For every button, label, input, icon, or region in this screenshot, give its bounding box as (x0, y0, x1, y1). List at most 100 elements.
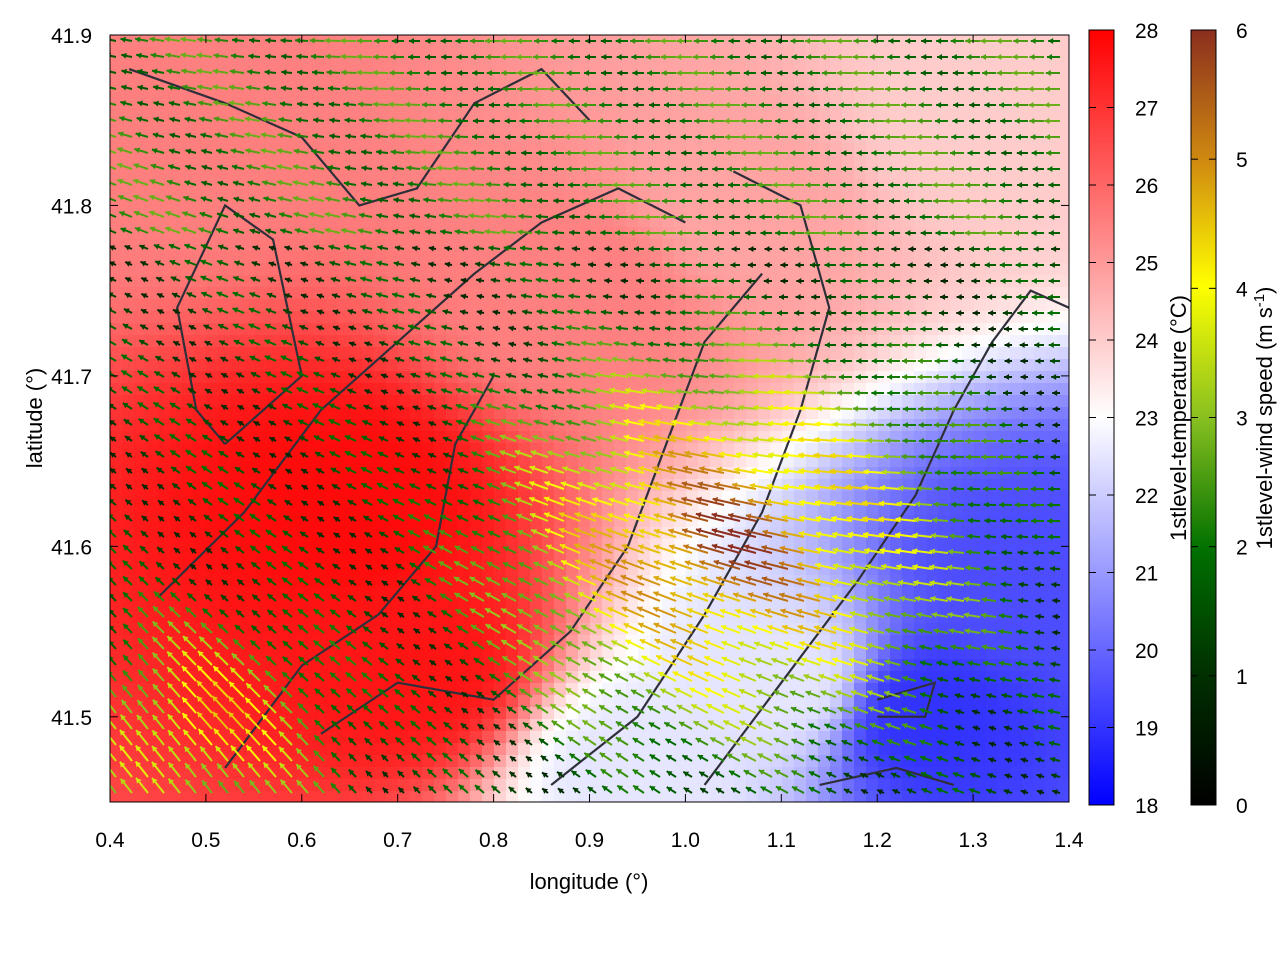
heat-cell (962, 155, 975, 168)
heat-cell (206, 191, 219, 204)
heat-cell (866, 299, 879, 312)
heat-cell (1010, 59, 1023, 72)
heat-cell (530, 155, 543, 168)
heat-cell (410, 203, 423, 216)
heat-cell (818, 155, 831, 168)
heat-cell (938, 491, 951, 504)
heat-cell (554, 743, 567, 756)
heat-cell (230, 599, 243, 612)
heat-cell (998, 107, 1011, 120)
heat-cell (1046, 59, 1059, 72)
heat-cell (158, 491, 171, 504)
heat-cell (194, 467, 207, 480)
heat-cell (230, 155, 243, 168)
heat-cell (914, 251, 927, 264)
heat-cell (302, 395, 315, 408)
heat-cell (242, 683, 255, 696)
heat-cell (794, 107, 807, 120)
heat-cell (146, 107, 159, 120)
heat-cell (230, 491, 243, 504)
heat-cell (866, 203, 879, 216)
heat-cell (470, 347, 483, 360)
heat-cell (302, 479, 315, 492)
heat-cell (242, 599, 255, 612)
heat-cell (122, 179, 135, 192)
heat-cell (374, 107, 387, 120)
heat-cell (998, 491, 1011, 504)
heat-cell (206, 59, 219, 72)
heat-cell (662, 743, 675, 756)
heat-cell (242, 251, 255, 264)
heat-cell (662, 647, 675, 660)
heat-cell (146, 743, 159, 756)
heat-cell (242, 575, 255, 588)
heat-cell (962, 251, 975, 264)
heat-cell (746, 203, 759, 216)
heat-cell (422, 251, 435, 264)
heat-cell (962, 683, 975, 696)
heat-cell (446, 515, 459, 528)
heat-cell (962, 443, 975, 456)
heat-cell (698, 395, 711, 408)
heat-cell (746, 299, 759, 312)
heat-cell (926, 719, 939, 732)
heat-cell (122, 455, 135, 468)
heat-cell (842, 695, 855, 708)
heat-cell (182, 647, 195, 660)
heat-cell (410, 287, 423, 300)
heat-cell (194, 455, 207, 468)
heat-cell (926, 59, 939, 72)
heat-cell (602, 155, 615, 168)
heat-cell (722, 203, 735, 216)
heat-cell (266, 407, 279, 420)
heat-cell (710, 107, 723, 120)
heat-cell (662, 59, 675, 72)
heat-cell (794, 299, 807, 312)
heat-cell (110, 263, 123, 276)
heat-cell (110, 371, 123, 384)
heat-cell (650, 563, 663, 576)
heat-cell (110, 767, 123, 780)
heat-cell (326, 407, 339, 420)
heat-cell (194, 659, 207, 672)
heat-cell (710, 251, 723, 264)
heat-cell (230, 251, 243, 264)
heat-cell (230, 503, 243, 516)
heat-cell (134, 503, 147, 516)
heat-cell (146, 695, 159, 708)
heat-cell (146, 671, 159, 684)
heat-cell (398, 551, 411, 564)
heat-cell (194, 395, 207, 408)
heat-cell (254, 251, 267, 264)
heat-cell (422, 599, 435, 612)
heat-cell (494, 503, 507, 516)
heat-cell (854, 155, 867, 168)
heat-cell (482, 719, 495, 732)
heat-cell (866, 251, 879, 264)
heat-cell (122, 707, 135, 720)
heat-cell (134, 263, 147, 276)
heat-cell (326, 551, 339, 564)
heat-cell (134, 119, 147, 132)
heat-cell (770, 251, 783, 264)
heat-cell (146, 407, 159, 420)
heat-cell (242, 611, 255, 624)
heat-cell (242, 551, 255, 564)
heat-cell (122, 359, 135, 372)
heat-cell (206, 575, 219, 588)
heat-cell (734, 767, 747, 780)
heat-cell (290, 59, 303, 72)
heat-cell (422, 407, 435, 420)
heat-cell (890, 347, 903, 360)
heat-cell (794, 443, 807, 456)
heat-cell (446, 491, 459, 504)
heat-cell (590, 611, 603, 624)
heat-cell (422, 647, 435, 660)
heat-cell (146, 491, 159, 504)
heat-cell (782, 647, 795, 660)
heat-cell (254, 695, 267, 708)
heat-cell (194, 215, 207, 228)
heat-cell (374, 323, 387, 336)
heat-cell (110, 647, 123, 660)
heat-cell (110, 599, 123, 612)
